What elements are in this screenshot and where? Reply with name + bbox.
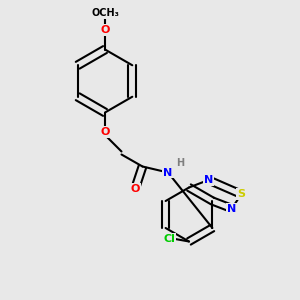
- Text: O: O: [130, 184, 140, 194]
- Text: H: H: [176, 158, 184, 169]
- Text: Cl: Cl: [164, 233, 175, 244]
- Text: OCH₃: OCH₃: [91, 8, 119, 19]
- Text: N: N: [227, 203, 236, 214]
- Text: O: O: [100, 127, 110, 137]
- Text: S: S: [237, 189, 245, 199]
- Text: N: N: [204, 175, 213, 185]
- Text: O: O: [100, 25, 110, 35]
- Text: N: N: [164, 167, 172, 178]
